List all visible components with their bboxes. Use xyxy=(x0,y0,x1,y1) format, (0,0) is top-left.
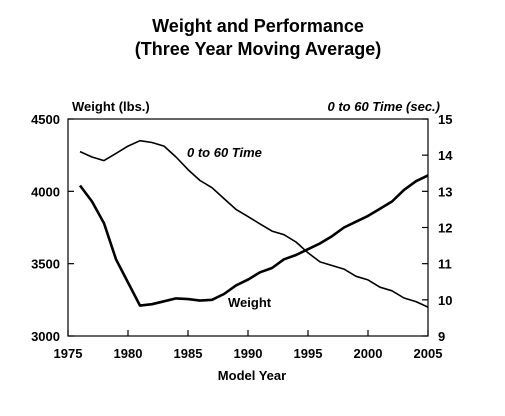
left-y-tick-label: 3500 xyxy=(31,257,60,272)
annotation-time: 0 to 60 Time xyxy=(187,145,262,160)
right-y-tick-label: 14 xyxy=(438,148,453,163)
series-layer xyxy=(78,139,429,308)
x-tick-label: 1990 xyxy=(234,346,263,361)
right-y-tick-label: 10 xyxy=(438,293,452,308)
x-tick-label: 1985 xyxy=(174,346,203,361)
left-y-tick-label: 3000 xyxy=(31,329,60,344)
left-axis-label: Weight (lbs.) xyxy=(72,99,150,114)
left-y-tick-label: 4000 xyxy=(31,184,60,199)
left-y-axis: 3000 3500 4000 4500 xyxy=(31,112,74,344)
x-tick-label: 1980 xyxy=(114,346,143,361)
right-y-tick-label: 9 xyxy=(438,329,445,344)
x-tick-label: 1995 xyxy=(294,346,323,361)
annotation-weight: Weight xyxy=(228,295,272,310)
time-line xyxy=(79,139,429,308)
right-y-tick-label: 15 xyxy=(438,112,452,127)
left-y-tick-label: 4500 xyxy=(31,112,60,127)
x-tick-label: 2005 xyxy=(414,346,443,361)
x-axis: 1975 1980 1985 1990 1995 2000 2005 xyxy=(54,330,443,361)
x-axis-label: Model Year xyxy=(218,368,286,383)
chart-subtitle: (Three Year Moving Average) xyxy=(135,39,381,59)
x-tick-label: 2000 xyxy=(354,346,383,361)
right-y-tick-label: 11 xyxy=(438,257,452,272)
right-y-tick-label: 13 xyxy=(438,184,452,199)
right-axis-label: 0 to 60 Time (sec.) xyxy=(328,99,440,114)
chart-title: Weight and Performance xyxy=(152,16,364,36)
weight-line xyxy=(78,174,429,307)
right-y-axis: 9 10 11 12 13 14 15 xyxy=(422,112,453,344)
right-y-tick-label: 12 xyxy=(438,221,452,236)
x-tick-label: 1975 xyxy=(54,346,83,361)
